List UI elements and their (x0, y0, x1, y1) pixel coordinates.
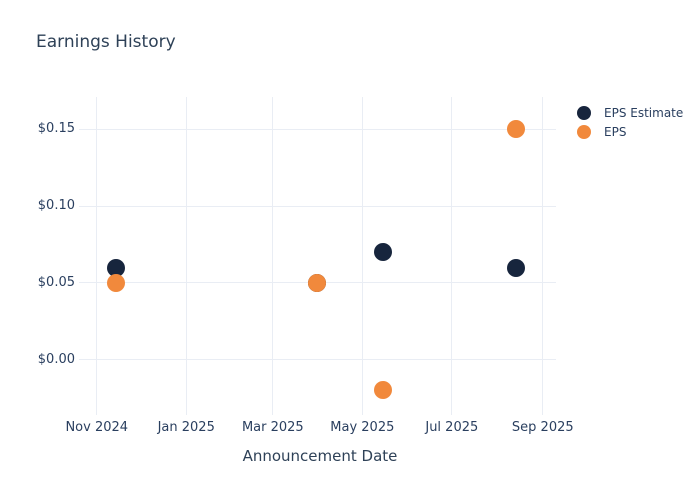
x-tick-label: Jan 2025 (157, 420, 215, 435)
legend: EPS Estimate EPS (570, 103, 683, 141)
y-gridline (79, 128, 556, 130)
data-point-eps-estimate[interactable] (507, 258, 526, 277)
y-gridline (79, 359, 556, 361)
data-point-eps[interactable] (507, 120, 526, 139)
y-tick-label: $0.15 (37, 121, 75, 137)
data-point-eps[interactable] (106, 273, 125, 292)
x-tick-label: May 2025 (330, 420, 395, 435)
x-gridline (96, 97, 98, 415)
data-point-eps[interactable] (373, 381, 392, 400)
data-point-eps-estimate[interactable] (373, 243, 392, 262)
x-tick-label: Jul 2025 (425, 420, 479, 435)
y-tick-label: $0.10 (37, 198, 75, 214)
y-tick-label: $0.05 (37, 274, 75, 290)
legend-label: EPS (604, 124, 627, 139)
data-point-eps-estimate[interactable] (106, 258, 125, 277)
y-gridline (79, 205, 556, 207)
x-gridline (272, 97, 274, 415)
x-tick-label: Nov 2024 (65, 420, 129, 435)
x-gridline (451, 97, 453, 415)
x-gridline (185, 97, 187, 415)
x-gridline (361, 97, 363, 415)
x-gridline (542, 97, 544, 415)
y-tick-label: $0.00 (37, 351, 75, 367)
data-point-eps[interactable] (307, 273, 326, 292)
legend-label: EPS Estimate (604, 105, 684, 120)
legend-marker-circle-icon (577, 105, 591, 120)
x-tick-label: Mar 2025 (241, 420, 304, 435)
legend-item-eps[interactable]: EPS (570, 122, 683, 141)
x-axis-title: Announcement Date (242, 447, 398, 465)
legend-item-eps-estimate[interactable]: EPS Estimate (570, 103, 683, 122)
chart-title: Earnings History (36, 32, 176, 52)
x-tick-label: Sep 2025 (511, 420, 574, 435)
legend-marker-circle-icon (577, 124, 591, 139)
